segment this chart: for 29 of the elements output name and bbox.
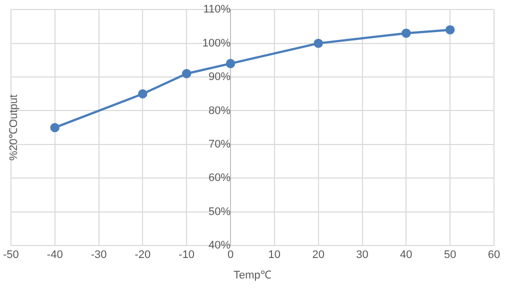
y-tick-label: 60% [208,172,231,184]
point [445,25,455,34]
y-axis-title: %20℃Output [8,94,20,161]
x-tick-label: -10 [178,249,195,262]
x-tick-label: 30 [356,249,368,262]
point [314,38,323,48]
x-tick-label: -20 [134,249,151,262]
y-tick-label: 50% [208,206,231,218]
point [138,89,148,99]
x-tick-label: 50 [444,249,456,262]
x-tick-label: 60 [488,249,500,262]
x-tick-label: 10 [268,249,281,262]
point [182,69,192,78]
y-tick-label: 100% [202,37,231,50]
y-tick-label: 80% [208,104,231,117]
x-tick-label: -30 [90,249,107,262]
point [50,122,60,132]
x-tick-label: 40 [400,249,412,262]
y-tick-label: 40% [208,240,231,252]
x-tick-label: 20 [312,249,324,262]
x-tick-label: 0 [227,249,234,262]
point [226,58,236,68]
y-tick-label: 90% [208,71,231,84]
x-tick-label: -40 [46,249,63,262]
x-axis-title: Temp℃ [234,269,272,282]
x-tick-label: -50 [2,249,19,262]
y-tick-label: 70% [208,138,231,150]
point [402,28,411,38]
y-tick-label: 110% [203,4,231,16]
